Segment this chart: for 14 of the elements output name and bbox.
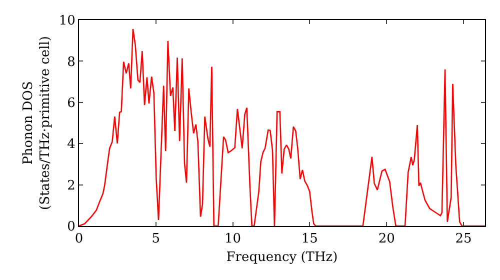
x-tick-label: 25	[455, 232, 472, 247]
line-series	[79, 28, 485, 226]
x-tick-label: 20	[378, 232, 395, 247]
x-tick-label: 10	[224, 232, 242, 247]
y-axis-title: Phonon DOS (States/THz·primitive cell)	[20, 36, 53, 210]
x-tick-label: 5	[152, 232, 160, 247]
y-tick-label: 2	[67, 178, 76, 194]
y-tick-label: 4	[67, 137, 76, 152]
y-tick-label: 0	[67, 220, 76, 235]
x-tick-label: 15	[301, 232, 318, 247]
y-tick-label: 10	[58, 14, 76, 29]
y-tick-label: 8	[67, 54, 76, 70]
y-tick-label: 6	[67, 96, 76, 111]
x-axis-title: Frequency (THz)	[226, 250, 338, 266]
